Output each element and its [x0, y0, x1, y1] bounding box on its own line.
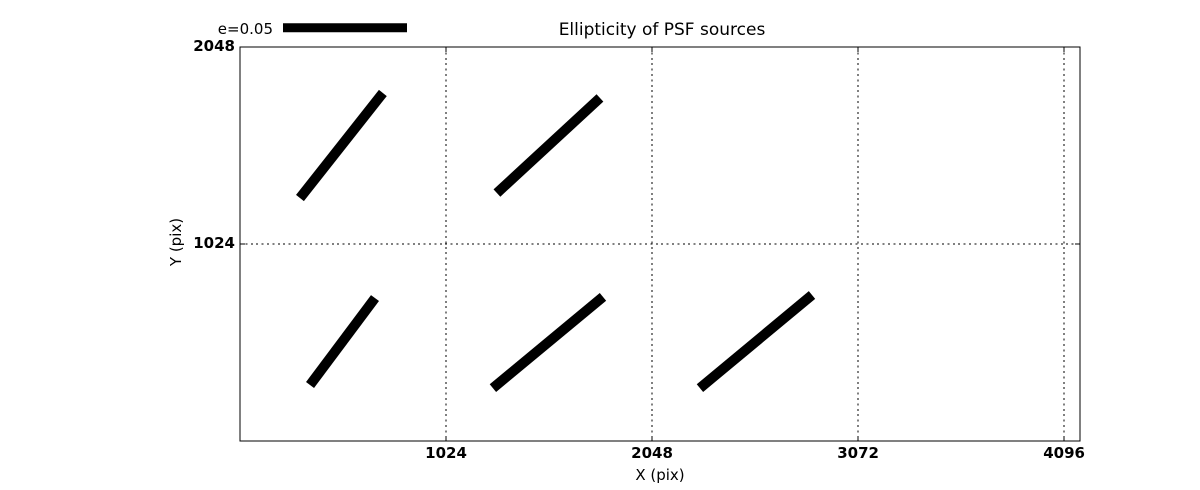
y-tick-label: 1024: [193, 234, 235, 252]
x-axis-label: X (pix): [635, 466, 685, 484]
x-tick-label: 1024: [425, 444, 467, 462]
y-tick-label: 2048: [193, 37, 235, 55]
y-axis-label: Y (pix): [167, 217, 185, 267]
ellipticity-whisker: [696, 291, 816, 392]
ellipticity-whisker: [489, 293, 607, 392]
x-tick-label: 3072: [837, 444, 879, 462]
chart-title: Ellipticity of PSF sources: [558, 20, 766, 40]
ellipticity-whisker: [296, 89, 387, 202]
axes-frame: [239, 46, 1081, 442]
x-tick-label: 4096: [1043, 444, 1085, 462]
x-tick-label: 2048: [631, 444, 673, 462]
legend-scale-label: e=0.05: [217, 20, 273, 38]
ellipticity-whisker: [306, 295, 380, 389]
ellipticity-whisker: [493, 94, 604, 197]
